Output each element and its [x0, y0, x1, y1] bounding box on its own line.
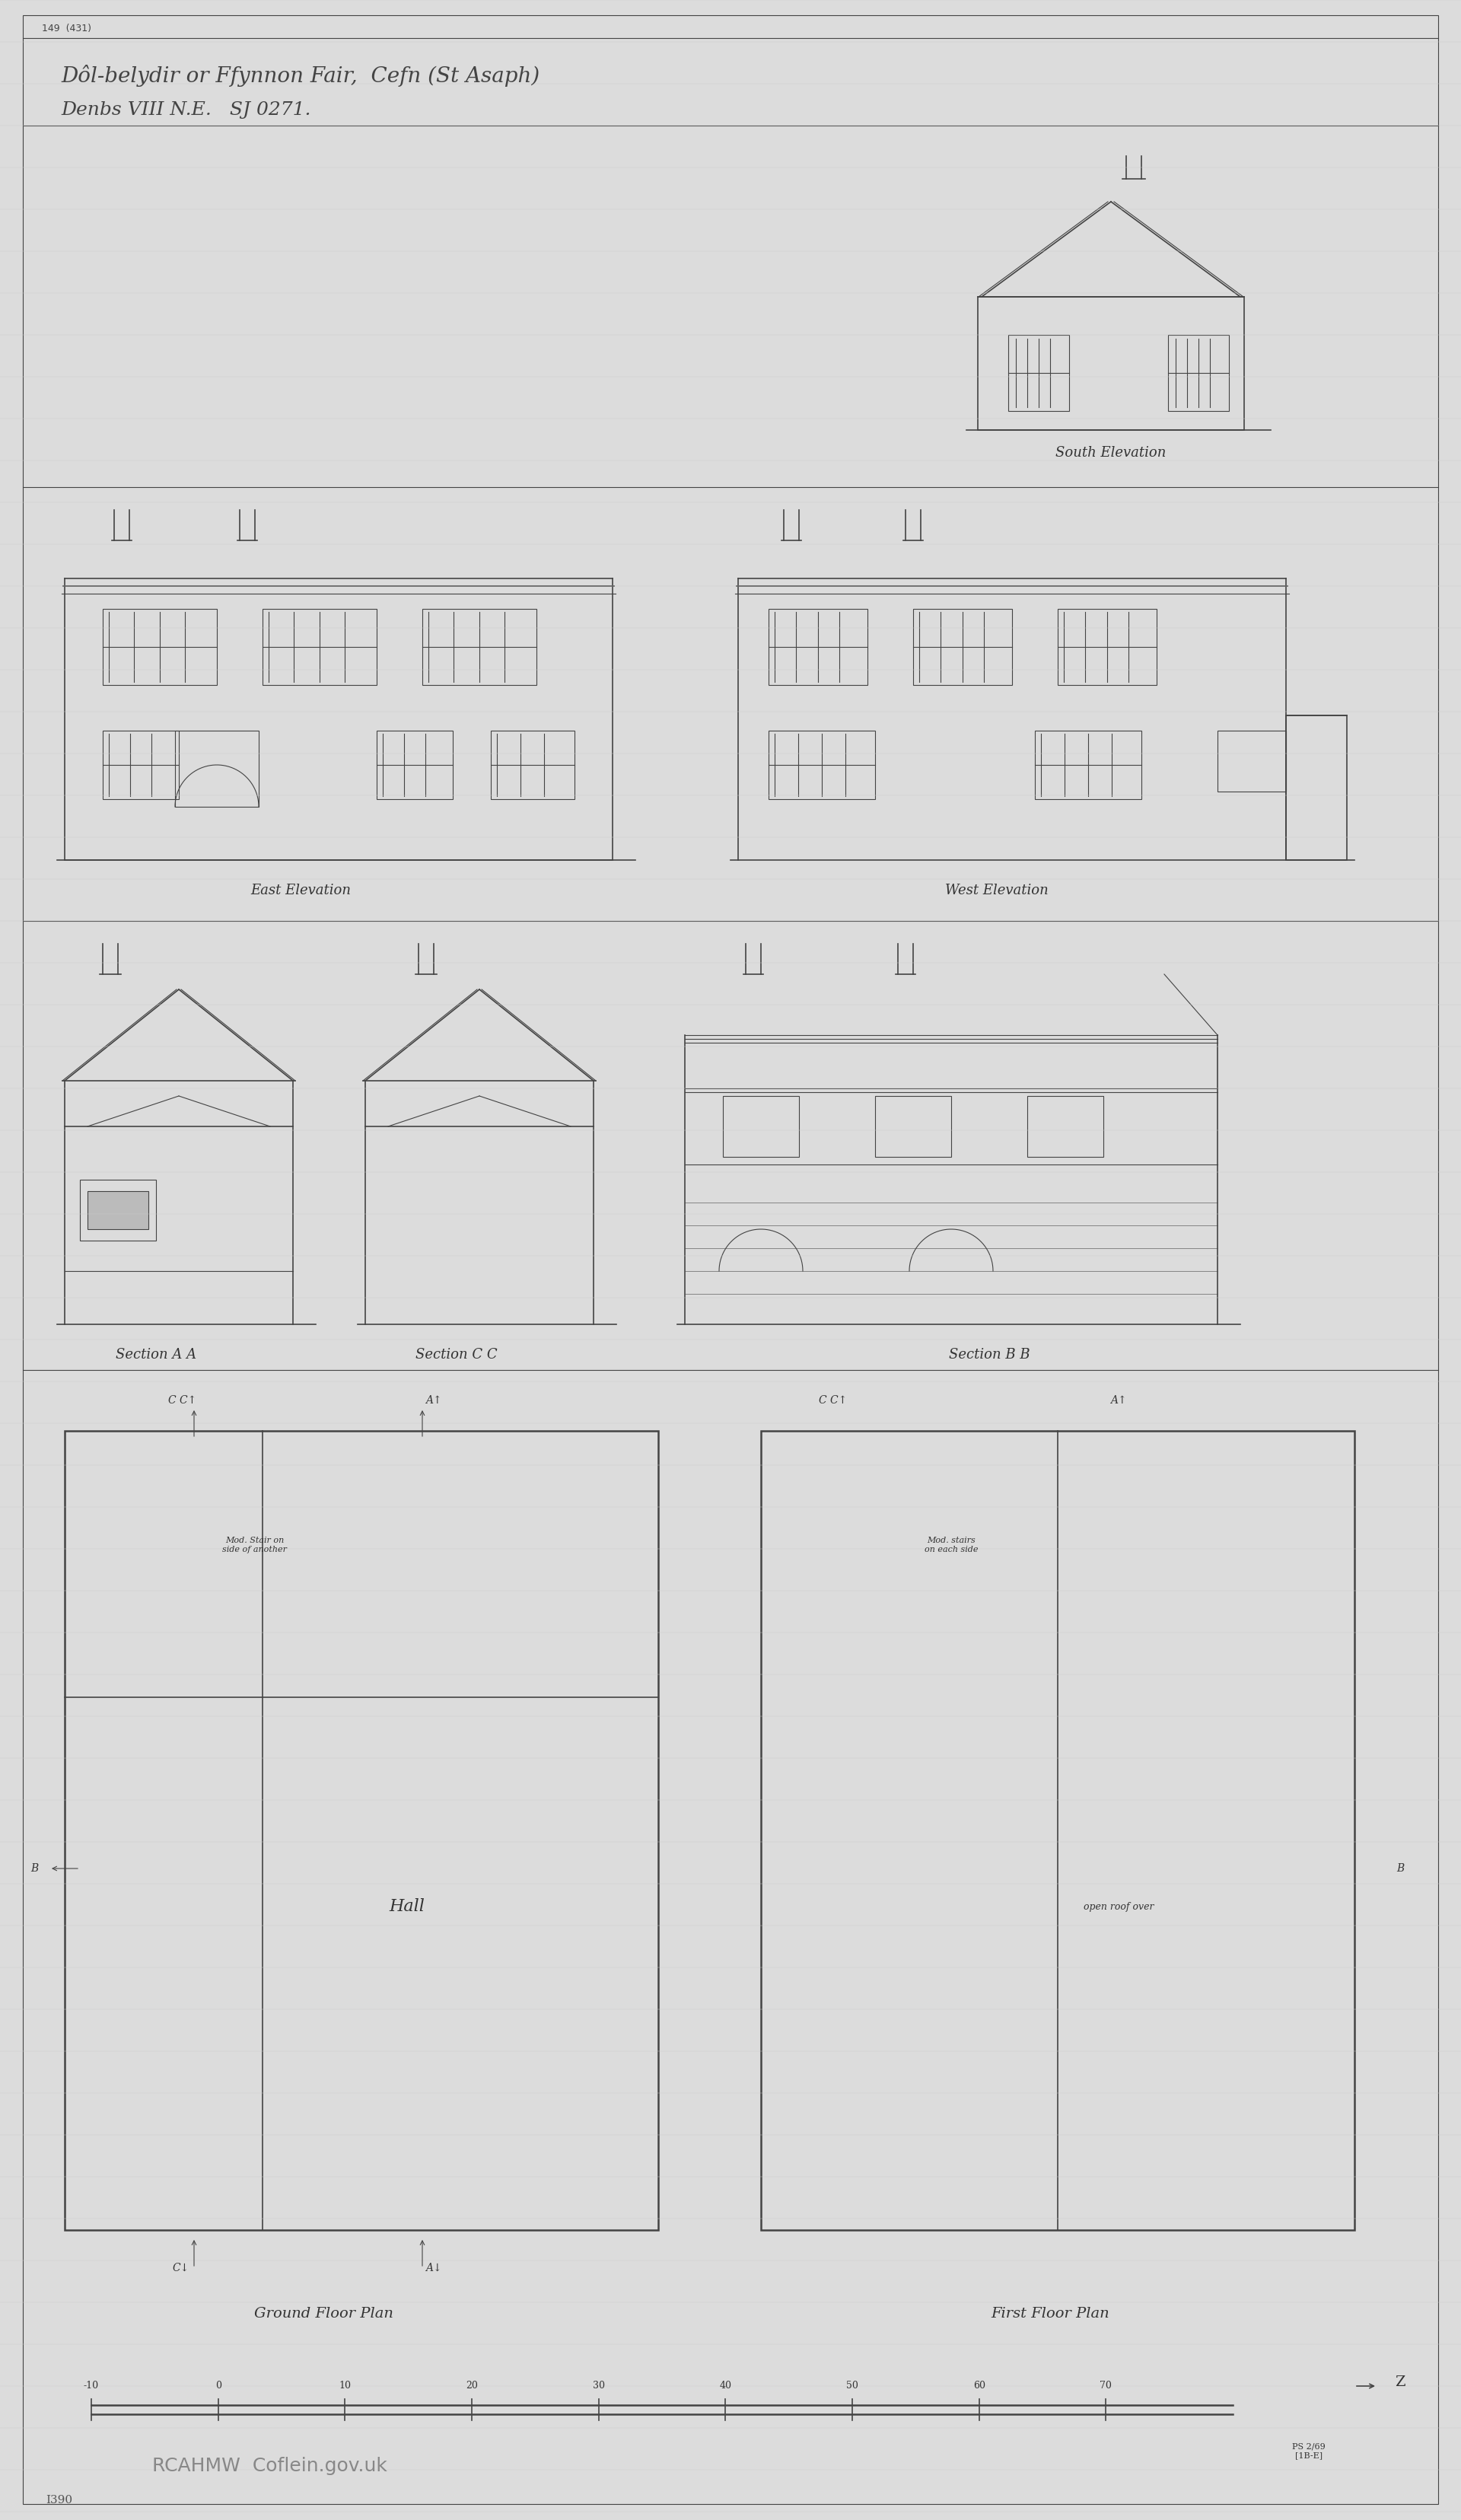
Text: 20: 20 [466, 2381, 478, 2391]
Bar [491, 731, 574, 799]
Text: 70: 70 [1100, 2381, 1112, 2391]
Bar [175, 731, 259, 806]
Bar [768, 610, 868, 685]
Text: Section A A: Section A A [115, 1348, 196, 1361]
Bar [977, 297, 1245, 431]
Text: 149  (431): 149 (431) [42, 25, 91, 33]
Text: B: B [31, 1862, 38, 1875]
Text: South Elevation: South Elevation [1056, 446, 1166, 459]
Text: Z: Z [1395, 2376, 1405, 2389]
Text: First Floor Plan: First Floor Plan [991, 2306, 1109, 2321]
Bar [80, 1179, 156, 1240]
Bar [723, 1096, 799, 1157]
Text: Dôl-belydir or Ffynnon Fair,  Cefn (St Asaph): Dôl-belydir or Ffynnon Fair, Cefn (St As… [61, 66, 539, 88]
Text: RCAHMW  Coflein.gov.uk: RCAHMW Coflein.gov.uk [152, 2457, 387, 2475]
Text: -10: -10 [83, 2381, 99, 2391]
Text: 60: 60 [973, 2381, 985, 2391]
Bar [64, 1431, 659, 2230]
Text: C C↑: C C↑ [168, 1396, 197, 1406]
Bar [1058, 610, 1157, 685]
Text: PS 2/69
[1B-E]: PS 2/69 [1B-E] [1292, 2442, 1325, 2460]
Text: Hall: Hall [389, 1898, 425, 1915]
Text: 40: 40 [719, 2381, 732, 2391]
Bar [768, 731, 875, 799]
Bar [422, 610, 536, 685]
Text: Mod. stairs
on each side: Mod. stairs on each side [925, 1537, 977, 1552]
Bar [1167, 335, 1229, 411]
Bar [102, 731, 178, 799]
Text: A↑: A↑ [425, 1396, 443, 1406]
Bar [1027, 1096, 1103, 1157]
Bar [1217, 731, 1286, 791]
Text: Section B B: Section B B [948, 1348, 1030, 1361]
Text: C↓: C↓ [172, 2263, 190, 2273]
Text: 10: 10 [339, 2381, 351, 2391]
Text: Denbs VIII N.E.   SJ 0271.: Denbs VIII N.E. SJ 0271. [61, 101, 311, 118]
Text: A↑: A↑ [1110, 1396, 1126, 1406]
Bar [1286, 716, 1347, 859]
Bar [875, 1096, 951, 1157]
Text: 50: 50 [846, 2381, 858, 2391]
Text: West Elevation: West Elevation [945, 885, 1049, 897]
Bar [88, 1192, 149, 1230]
Bar [1034, 731, 1141, 799]
Text: I390: I390 [45, 2495, 73, 2505]
Text: Section C C: Section C C [415, 1348, 498, 1361]
Text: Mod. Stair on
side of another: Mod. Stair on side of another [222, 1537, 288, 1552]
Text: Ground Floor Plan: Ground Floor Plan [254, 2306, 393, 2321]
Text: 30: 30 [593, 2381, 605, 2391]
Text: 0: 0 [215, 2381, 221, 2391]
Text: A↓: A↓ [425, 2263, 443, 2273]
Bar [761, 1431, 1354, 2230]
Text: B: B [1397, 1862, 1404, 1875]
Bar [913, 610, 1012, 685]
Text: East Elevation: East Elevation [250, 885, 351, 897]
Bar [1008, 335, 1069, 411]
Text: open roof over: open roof over [1084, 1903, 1154, 1913]
Bar [102, 610, 216, 685]
Text: C C↑: C C↑ [820, 1396, 847, 1406]
Bar [263, 610, 377, 685]
Bar [377, 731, 453, 799]
